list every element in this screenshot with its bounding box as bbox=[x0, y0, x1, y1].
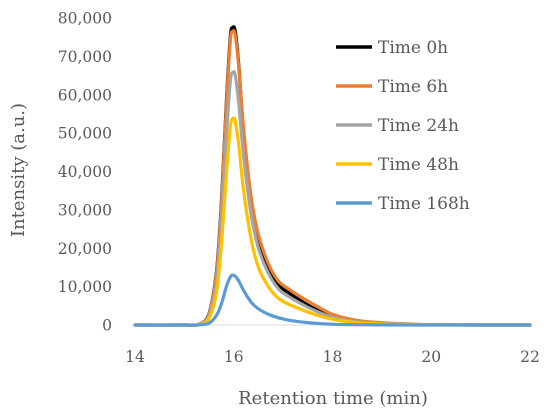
y-axis-label: Intensity (a.u.) bbox=[8, 103, 29, 237]
y-tick-label: 50,000 bbox=[58, 125, 112, 143]
legend-label: Time 6h bbox=[378, 77, 448, 97]
x-tick-label: 16 bbox=[224, 348, 244, 366]
y-tick-label: 20,000 bbox=[58, 240, 112, 258]
x-axis-label: Retention time (min) bbox=[238, 388, 428, 409]
series-line bbox=[133, 25, 532, 327]
y-axis-ticks: 0 10,000 20,000 30,000 40,000 50,000 60,000 70,… bbox=[58, 10, 112, 335]
series-lines bbox=[133, 25, 532, 327]
x-tick-label: 14 bbox=[125, 348, 145, 366]
y-tick-label: 80,000 bbox=[58, 10, 112, 28]
y-tick-label: 60,000 bbox=[58, 86, 112, 104]
legend: Time 0h Time 6h Time 24h Time 48h Time 168h bbox=[336, 38, 470, 214]
legend-label: Time 24h bbox=[378, 116, 459, 136]
series-line bbox=[133, 273, 532, 327]
x-tick-label: 20 bbox=[421, 348, 441, 366]
x-tick-label: 18 bbox=[323, 348, 343, 366]
series-line bbox=[133, 70, 532, 327]
x-axis-ticks: 14 16 18 20 22 bbox=[125, 348, 540, 366]
x-tick-label: 22 bbox=[520, 348, 540, 366]
legend-label: Time 0h bbox=[378, 38, 448, 58]
y-tick-label: 0 bbox=[102, 317, 112, 335]
y-tick-label: 40,000 bbox=[58, 163, 112, 181]
y-tick-label: 70,000 bbox=[58, 48, 112, 66]
y-tick-label: 10,000 bbox=[58, 278, 112, 296]
legend-label: Time 48h bbox=[378, 155, 459, 175]
series-line bbox=[133, 116, 532, 327]
y-tick-label: 30,000 bbox=[58, 201, 112, 219]
legend-label: Time 168h bbox=[378, 194, 470, 214]
series-line bbox=[133, 29, 532, 327]
